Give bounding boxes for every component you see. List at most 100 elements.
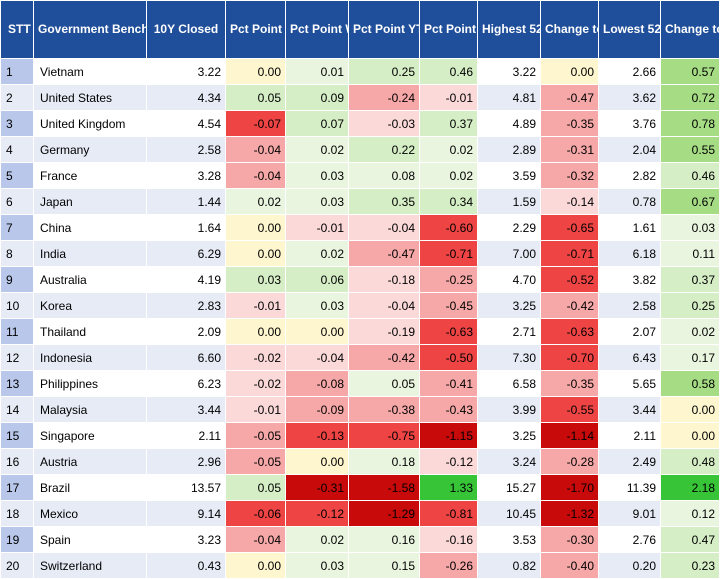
- high52-cell: 3.99: [477, 396, 541, 423]
- change-low52-cell: 0.12: [660, 500, 720, 527]
- stt-cell: 3: [0, 110, 34, 137]
- change-low52-cell: 0.48: [660, 448, 720, 475]
- yy-cell: -0.26: [419, 552, 478, 579]
- low52-cell: 2.07: [598, 318, 661, 345]
- col-header-benchmark: Government Benchmark: [33, 0, 147, 59]
- country-cell: Spain: [33, 526, 147, 553]
- ytd-cell: -0.18: [348, 266, 420, 293]
- change-low52-cell: 0.72: [660, 84, 720, 111]
- col-header-stt: STT: [0, 0, 34, 59]
- closed-cell: 2.09: [146, 318, 226, 345]
- table-row: 5 France 3.28 -0.04 0.03 0.08 0.02 3.59 -0.32 2.8…: [0, 162, 720, 189]
- country-cell: United States: [33, 84, 147, 111]
- ytd-cell: -1.58: [348, 474, 420, 501]
- ytd-cell: 0.22: [348, 136, 420, 163]
- change-high52-cell: -0.71: [540, 240, 599, 267]
- country-cell: China: [33, 214, 147, 241]
- high52-cell: 4.70: [477, 266, 541, 293]
- high52-cell: 2.71: [477, 318, 541, 345]
- stt-cell: 20: [0, 552, 34, 579]
- closed-cell: 1.44: [146, 188, 226, 215]
- ytd-cell: 0.35: [348, 188, 420, 215]
- change-low52-cell: 0.11: [660, 240, 720, 267]
- country-cell: Japan: [33, 188, 147, 215]
- yy-cell: -0.60: [419, 214, 478, 241]
- closed-cell: 6.23: [146, 370, 226, 397]
- low52-cell: 2.49: [598, 448, 661, 475]
- closed-cell: 3.23: [146, 526, 226, 553]
- country-cell: Malaysia: [33, 396, 147, 423]
- ytd-cell: -0.04: [348, 292, 420, 319]
- change-high52-cell: -0.47: [540, 84, 599, 111]
- change-low52-cell: 0.47: [660, 526, 720, 553]
- closed-cell: 2.83: [146, 292, 226, 319]
- low52-cell: 3.82: [598, 266, 661, 293]
- yy-cell: -0.41: [419, 370, 478, 397]
- ytd-cell: -0.24: [348, 84, 420, 111]
- stt-cell: 7: [0, 214, 34, 241]
- change-high52-cell: -0.35: [540, 370, 599, 397]
- dd-cell: 0.03: [225, 266, 286, 293]
- change-low52-cell: 0.67: [660, 188, 720, 215]
- table-row: 16 Austria 2.96 -0.05 0.00 0.18 -0.12 3.24 -0.28…: [0, 448, 720, 475]
- table-row: 8 India 6.29 0.00 0.02 -0.47 -0.71 7.00 -0.71 6.1…: [0, 240, 720, 267]
- high52-cell: 7.30: [477, 344, 541, 371]
- stt-cell: 2: [0, 84, 34, 111]
- dd-cell: 0.00: [225, 240, 286, 267]
- stt-cell: 14: [0, 396, 34, 423]
- high52-cell: 3.25: [477, 292, 541, 319]
- change-low52-cell: 0.23: [660, 552, 720, 579]
- ytd-cell: -0.75: [348, 422, 420, 449]
- stt-cell: 17: [0, 474, 34, 501]
- country-cell: Thailand: [33, 318, 147, 345]
- ww-cell: 0.06: [285, 266, 349, 293]
- table-row: 15 Singapore 2.11 -0.05 -0.13 -0.75 -1.15 3.25-…: [0, 422, 720, 449]
- closed-cell: 3.44: [146, 396, 226, 423]
- country-cell: Philippines: [33, 370, 147, 397]
- ytd-cell: -1.29: [348, 500, 420, 527]
- high52-cell: 0.82: [477, 552, 541, 579]
- ww-cell: 0.03: [285, 292, 349, 319]
- high52-cell: 10.45: [477, 500, 541, 527]
- ww-cell: 0.03: [285, 188, 349, 215]
- change-high52-cell: -1.70: [540, 474, 599, 501]
- ytd-cell: -0.19: [348, 318, 420, 345]
- change-low52-cell: 0.02: [660, 318, 720, 345]
- yy-cell: -0.45: [419, 292, 478, 319]
- country-cell: Switzerland: [33, 552, 147, 579]
- stt-cell: 1: [0, 58, 34, 85]
- yy-cell: 1.33: [419, 474, 478, 501]
- low52-cell: 0.20: [598, 552, 661, 579]
- low52-cell: 1.61: [598, 214, 661, 241]
- stt-cell: 16: [0, 448, 34, 475]
- low52-cell: 3.44: [598, 396, 661, 423]
- change-high52-cell: -0.30: [540, 526, 599, 553]
- yy-cell: -0.81: [419, 500, 478, 527]
- closed-cell: 6.29: [146, 240, 226, 267]
- stt-cell: 9: [0, 266, 34, 293]
- change-high52-cell: -0.65: [540, 214, 599, 241]
- high52-cell: 6.58: [477, 370, 541, 397]
- table-body: 1 Vietnam 3.22 0.00 0.01 0.25 0.46 3.22 0.00 2.66…: [0, 58, 720, 579]
- col-header-h52w: Highest 52W: [477, 0, 541, 59]
- yy-cell: -0.50: [419, 344, 478, 371]
- high52-cell: 3.22: [477, 58, 541, 85]
- closed-cell: 13.57: [146, 474, 226, 501]
- high52-cell: 3.25: [477, 422, 541, 449]
- high52-cell: 3.53: [477, 526, 541, 553]
- change-high52-cell: 0.00: [540, 58, 599, 85]
- stt-cell: 19: [0, 526, 34, 553]
- low52-cell: 2.04: [598, 136, 661, 163]
- ytd-cell: 0.15: [348, 552, 420, 579]
- low52-cell: 2.82: [598, 162, 661, 189]
- closed-cell: 2.58: [146, 136, 226, 163]
- low52-cell: 3.62: [598, 84, 661, 111]
- ytd-cell: 0.25: [348, 58, 420, 85]
- closed-cell: 4.34: [146, 84, 226, 111]
- change-high52-cell: -0.70: [540, 344, 599, 371]
- closed-cell: 1.64: [146, 214, 226, 241]
- ww-cell: -0.31: [285, 474, 349, 501]
- header-row: STT Government Benchmark 10Y Closed Pct …: [0, 0, 720, 59]
- dd-cell: 0.00: [225, 214, 286, 241]
- table-row: 2 United States 4.34 0.05 0.09 -0.24 -0.01 4.81…: [0, 84, 720, 111]
